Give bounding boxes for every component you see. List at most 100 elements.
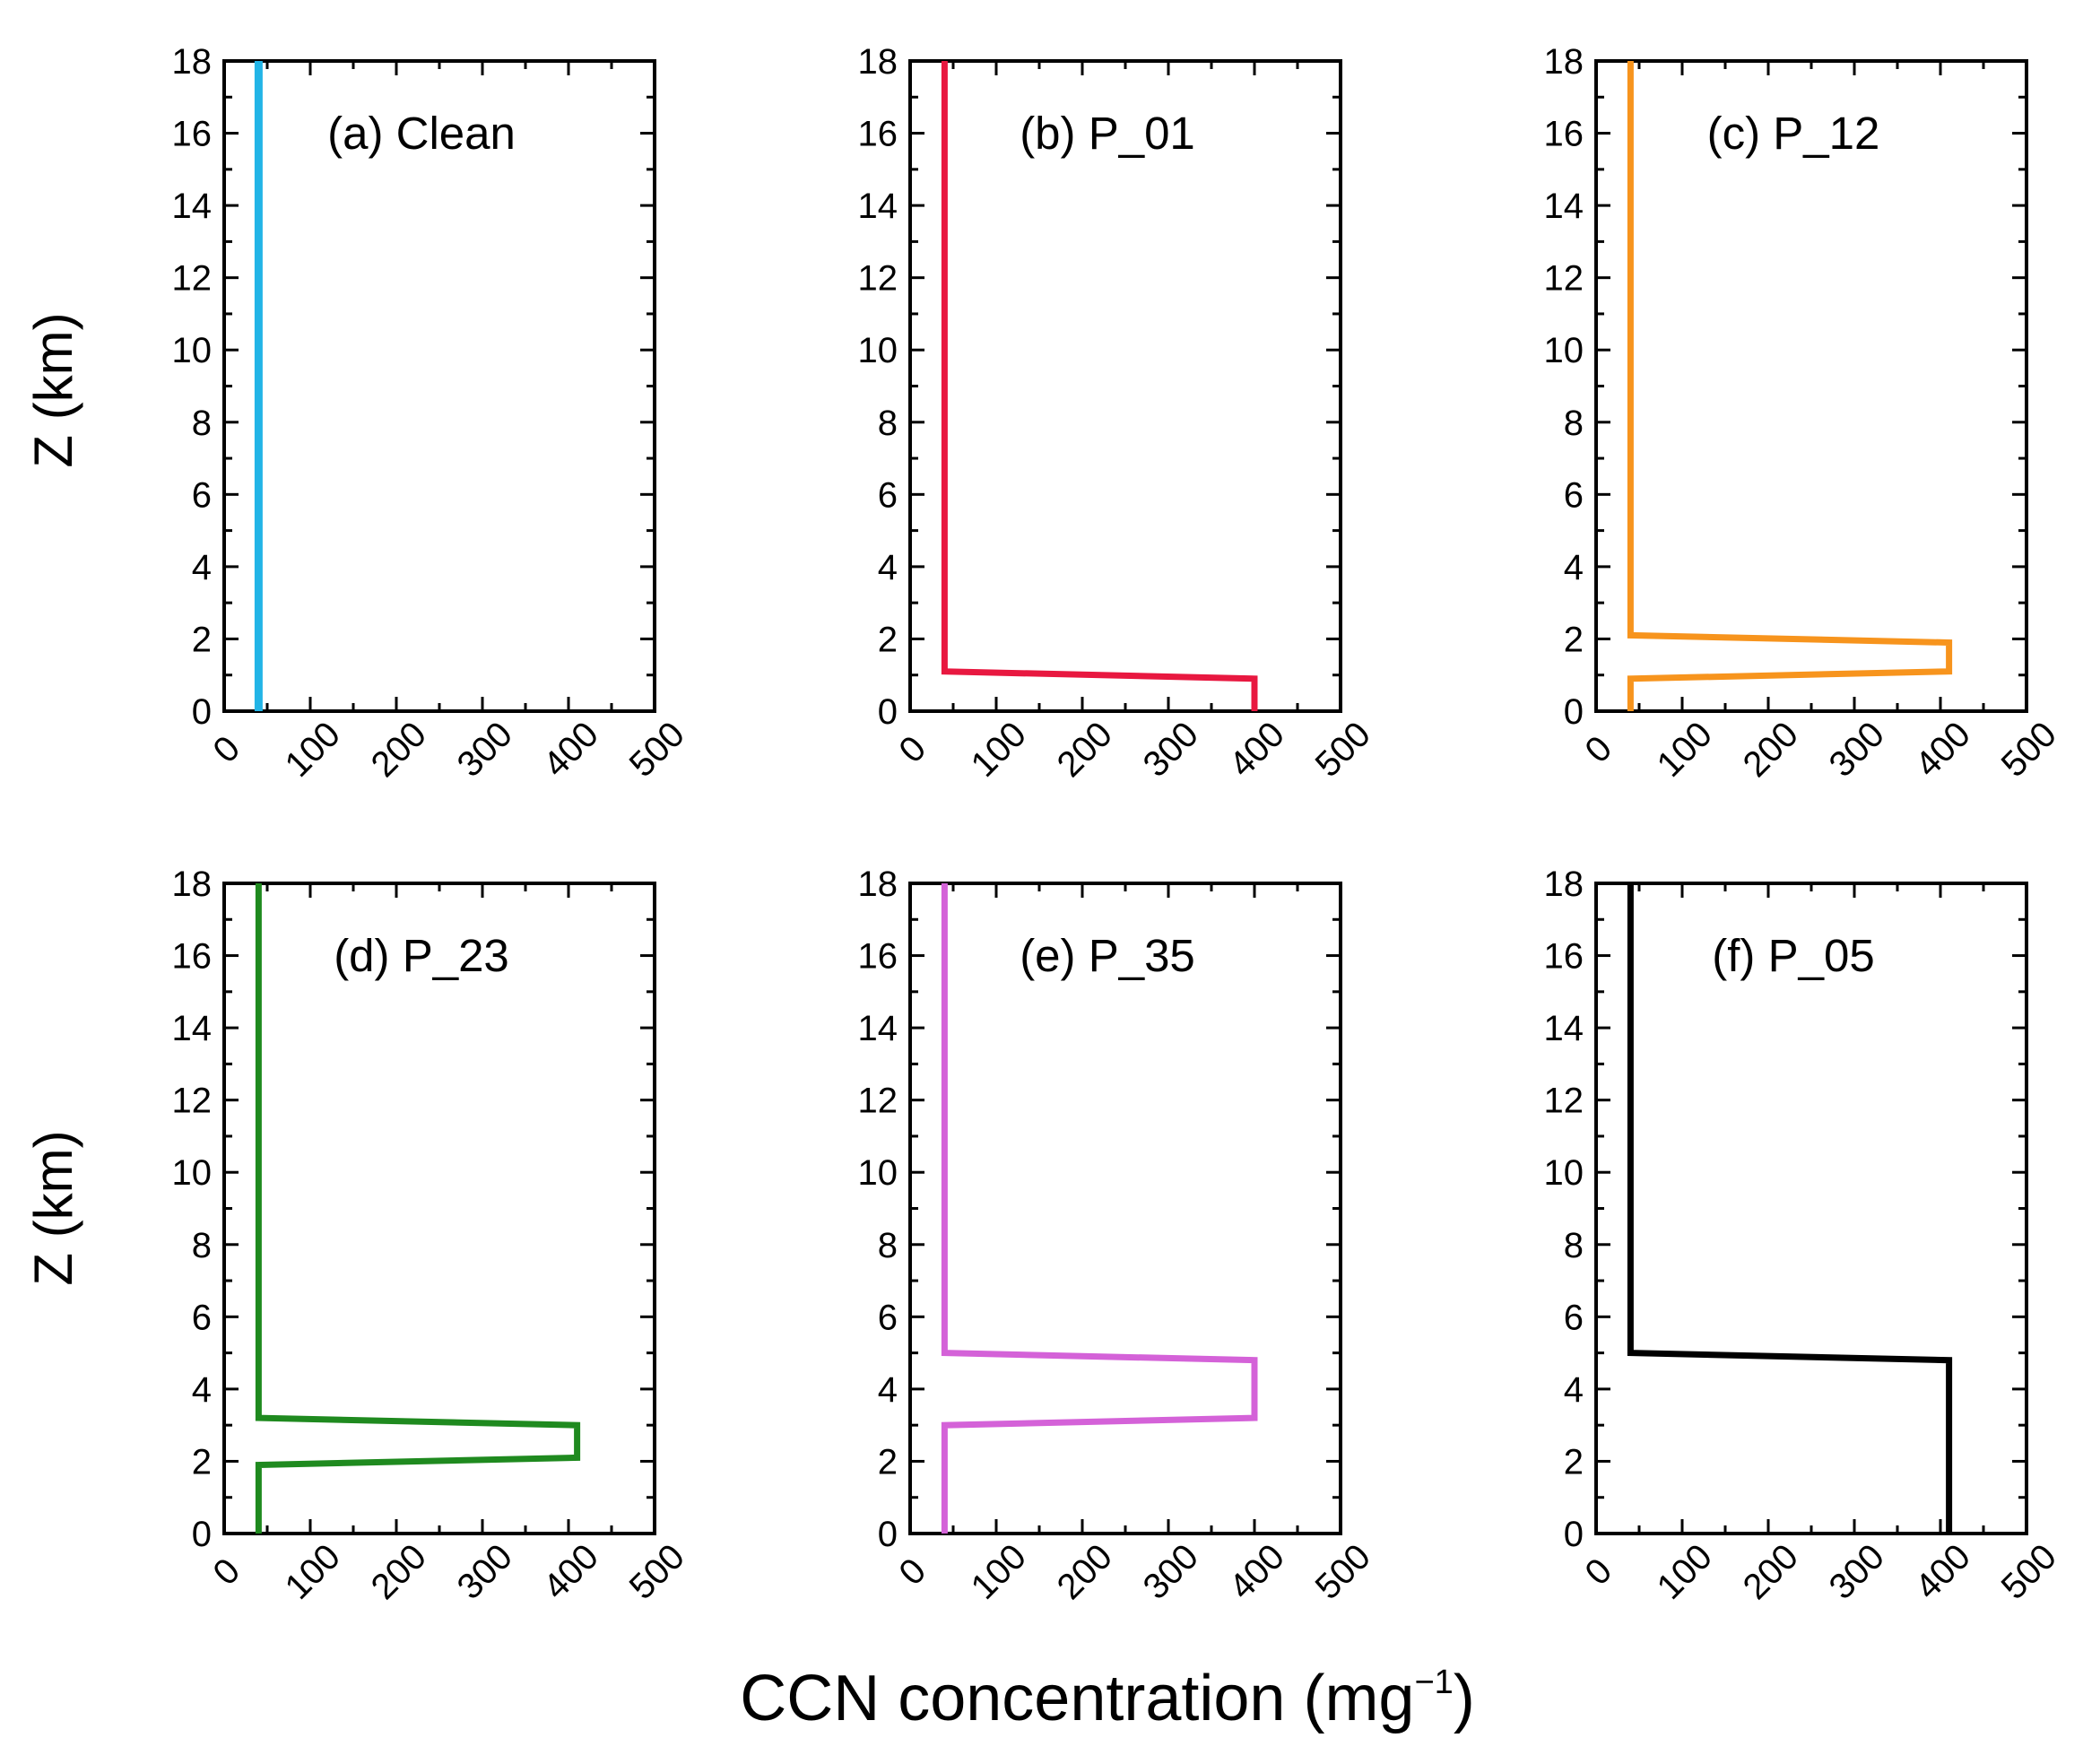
y-tick-label: 6: [878, 475, 898, 515]
y-tick-label: 2: [1564, 1442, 1584, 1482]
x-tick-label: 100: [278, 1537, 348, 1607]
x-tick-label: 300: [1136, 715, 1206, 785]
y-tick-label: 18: [858, 865, 898, 904]
y-tick-label: 8: [192, 1226, 212, 1265]
y-tick-label: 16: [858, 115, 898, 154]
y-tick-label: 18: [1544, 865, 1584, 904]
y-tick-label: 14: [1544, 187, 1584, 226]
y-tick-label: 14: [858, 1009, 898, 1048]
series-line-f-p05: [1627, 883, 1953, 1534]
y-tick-label: 0: [1564, 692, 1584, 732]
y-tick-label: 12: [172, 1082, 213, 1121]
y-tick-label: 4: [192, 1370, 212, 1410]
y-tick-label: 10: [858, 1153, 898, 1193]
y-tick-label: 6: [192, 1298, 212, 1337]
y-tick-label: 8: [1564, 1226, 1584, 1265]
x-tick-label: 400: [1908, 1537, 1978, 1607]
x-tick-label: 300: [450, 715, 520, 785]
y-tick-label: 8: [192, 404, 212, 443]
x-tick-label: 200: [1736, 715, 1806, 785]
y-tick-label: 18: [172, 42, 213, 82]
x-axis-label-main: CCN concentration (mg: [740, 1663, 1414, 1734]
series-line-c-p12: [1627, 61, 1953, 711]
x-tick-label: 500: [1994, 1537, 2064, 1607]
y-tick-label: 16: [858, 937, 898, 977]
y-tick-label: 6: [1564, 475, 1584, 515]
y-tick-label: 6: [878, 1298, 898, 1337]
x-tick-label: 100: [964, 1537, 1034, 1607]
y-tick-label: 16: [1544, 115, 1584, 154]
x-tick-label: 0: [891, 1551, 933, 1593]
y-tick-label: 8: [878, 404, 898, 443]
y-tick-label: 4: [878, 548, 898, 587]
y-tick-label: 0: [878, 1515, 898, 1554]
panel-e-p35: 0 2 4 6 8 10 12 14 16 18 0 100 200 300 400 500 (e) P_35: [858, 865, 1378, 1607]
panel-title-f-p05: (f) P_05: [1712, 930, 1874, 981]
y-tick-label: 18: [1544, 42, 1584, 82]
y-tick-label: 10: [1544, 1153, 1584, 1193]
x-tick-label: 500: [1994, 715, 2064, 785]
y-tick-label: 14: [858, 187, 898, 226]
x-tick-label: 0: [891, 728, 933, 770]
x-tick-label: 500: [1308, 1537, 1378, 1607]
y-tick-label: 12: [858, 1082, 898, 1121]
x-tick-label: 500: [622, 1537, 692, 1607]
x-axis-label-superscript: −1: [1414, 1664, 1453, 1701]
panel-c-p12: 0 2 4 6 8 10 12 14 16 18 0 100 200 300 400 500 (c) P_12: [1544, 42, 2064, 785]
y-tick-label: 18: [858, 42, 898, 82]
y-tick-label: 2: [1564, 620, 1584, 659]
x-tick-label: 0: [205, 728, 247, 770]
y-tick-label: 14: [172, 1009, 213, 1048]
y-tick-label: 12: [1544, 1082, 1584, 1121]
x-tick-label: 100: [964, 715, 1034, 785]
x-tick-label: 200: [1050, 715, 1120, 785]
panel-a-clean: 0 2 4 6 8 10 12 14 16 18 0 100 200 300 400 500 (a) Clean: [172, 42, 692, 785]
x-tick-label: 200: [364, 715, 434, 785]
y-tick-label: 8: [1564, 404, 1584, 443]
y-tick-label: 0: [192, 692, 212, 732]
series-line-b-p01: [941, 61, 1258, 711]
y-tick-label: 10: [858, 331, 898, 370]
x-tick-label: 300: [1136, 1537, 1206, 1607]
x-tick-label: 0: [1577, 1551, 1619, 1593]
x-tick-label: 400: [1908, 715, 1978, 785]
y-tick-label: 8: [878, 1226, 898, 1265]
y-tick-label: 4: [1564, 1370, 1584, 1410]
y-tick-label: 2: [192, 1442, 212, 1482]
x-tick-label: 0: [1577, 728, 1619, 770]
x-tick-label: 500: [1308, 715, 1378, 785]
x-tick-label: 200: [1736, 1537, 1806, 1607]
y-tick-label: 0: [878, 692, 898, 732]
x-tick-label: 400: [1222, 715, 1292, 785]
x-tick-label: 200: [1050, 1537, 1120, 1607]
y-tick-label: 10: [1544, 331, 1584, 370]
panel-title-a-clean: (a) Clean: [327, 108, 516, 159]
y-tick-label: 6: [192, 475, 212, 515]
y-tick-label: 4: [878, 1370, 898, 1410]
y-tick-label: 2: [192, 620, 212, 659]
y-tick-label: 10: [172, 1153, 213, 1193]
y-tick-label: 16: [172, 937, 213, 977]
x-tick-label: 400: [536, 715, 606, 785]
y-tick-label: 2: [878, 620, 898, 659]
panel-title-e-p35: (e) P_35: [1020, 930, 1195, 981]
panel-b-p01: 0 2 4 6 8 10 12 14 16 18 0 100 200 300 400 500 (b) P_01: [858, 42, 1378, 785]
series-line-e-p35: [941, 883, 1258, 1534]
y-tick-label: 12: [172, 259, 213, 299]
y-tick-label: 18: [172, 865, 213, 904]
x-tick-label: 400: [536, 1537, 606, 1607]
y-tick-label: 12: [858, 259, 898, 299]
x-tick-label: 0: [205, 1551, 247, 1593]
panel-title-c-p12: (c) P_12: [1707, 108, 1880, 159]
x-tick-label: 400: [1222, 1537, 1292, 1607]
x-axis-label: CCN concentration (mg−1): [740, 1663, 1475, 1734]
y-axis-label-top: Z (km): [23, 312, 83, 467]
y-tick-label: 2: [878, 1442, 898, 1482]
x-tick-label: 300: [1822, 715, 1892, 785]
y-tick-label: 0: [1564, 1515, 1584, 1554]
y-tick-label: 0: [192, 1515, 212, 1554]
y-tick-label: 6: [1564, 1298, 1584, 1337]
y-tick-label: 4: [192, 548, 212, 587]
